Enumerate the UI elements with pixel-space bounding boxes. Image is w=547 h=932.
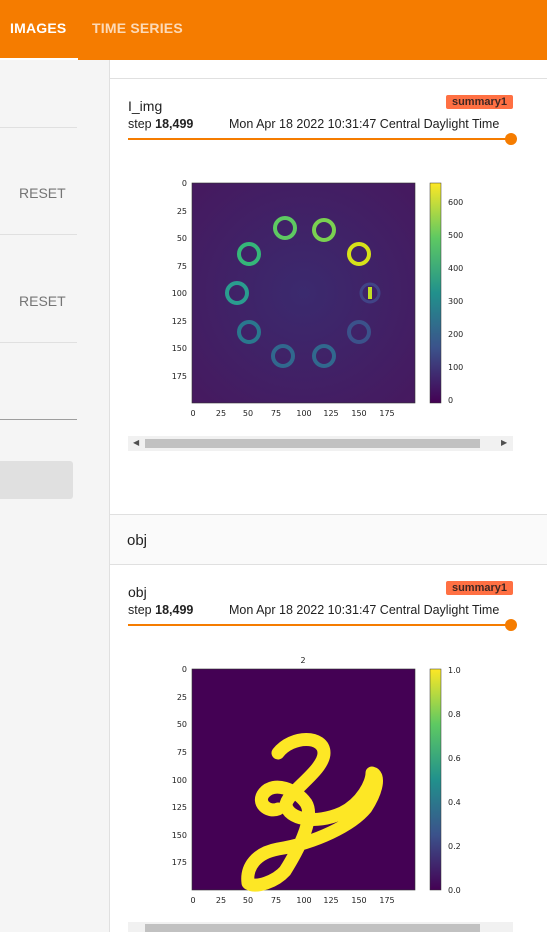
colorbar-tick-labels: 0.0 0.2 0.4 0.6 0.8 1.0 xyxy=(448,666,461,895)
y-tick: 150 xyxy=(172,831,187,840)
x-tick: 50 xyxy=(243,896,253,905)
step-info: step 18,499 xyxy=(128,117,193,131)
sidebar-selected-item[interactable] xyxy=(0,461,73,499)
colorbar-tick: 0.2 xyxy=(448,842,461,851)
step-label: step xyxy=(128,117,152,131)
y-tick: 175 xyxy=(172,372,187,381)
y-tick: 175 xyxy=(172,858,187,867)
reset-button-1[interactable]: RESET xyxy=(19,185,66,201)
y-tick: 0 xyxy=(182,665,187,674)
x-tick: 0 xyxy=(190,896,195,905)
step-slider[interactable] xyxy=(128,624,511,626)
section-title: obj xyxy=(127,532,148,549)
sidebar-divider xyxy=(0,127,77,128)
colorbar xyxy=(429,668,442,891)
scroll-right-icon[interactable]: ▶ xyxy=(501,438,508,447)
horizontal-scrollbar[interactable] xyxy=(128,922,513,932)
step-info: step 18,499 xyxy=(128,603,193,617)
y-tick: 25 xyxy=(177,693,187,702)
colorbar-tick: 100 xyxy=(448,363,463,372)
y-tick: 100 xyxy=(172,776,187,785)
x-tick: 25 xyxy=(216,409,226,418)
colorbar-tick: 400 xyxy=(448,264,463,273)
timestamp: Mon Apr 18 2022 10:31:47 Central Dayligh… xyxy=(229,603,500,617)
step-value: 18,499 xyxy=(155,117,194,131)
colorbar-tick: 0.4 xyxy=(448,798,461,807)
card-divider xyxy=(110,78,547,79)
run-badge: summary1 xyxy=(446,581,513,595)
x-tick: 175 xyxy=(379,896,394,905)
step-slider[interactable] xyxy=(128,138,511,140)
y-tick: 75 xyxy=(177,748,187,757)
scroll-thumb[interactable] xyxy=(145,439,480,448)
x-tick: 75 xyxy=(271,896,281,905)
card-title: I_img xyxy=(128,98,163,114)
x-tick: 100 xyxy=(296,896,311,905)
y-tick: 50 xyxy=(177,234,187,243)
colorbar-tick: 200 xyxy=(448,330,463,339)
run-badge: summary1 xyxy=(446,95,513,109)
image-plot-i-img: 0 25 50 75 100 125 150 175 0 25 50 75 10… xyxy=(172,179,464,418)
sidebar-filter-input[interactable] xyxy=(0,419,77,420)
reset-button-2[interactable]: RESET xyxy=(19,293,66,309)
y-tick: 125 xyxy=(172,317,187,326)
y-tick: 150 xyxy=(172,344,187,353)
horizontal-scrollbar[interactable]: ◀ ▶ xyxy=(128,436,513,451)
step-label: step xyxy=(128,603,152,617)
sidebar: RESET RESET xyxy=(0,60,110,932)
colorbar-tick-labels: 0 100 200 300 400 500 600 xyxy=(448,198,463,405)
scroll-left-icon[interactable]: ◀ xyxy=(133,438,140,447)
colorbar-tick: 0.8 xyxy=(448,710,461,719)
colorbar xyxy=(429,182,442,404)
y-tick: 0 xyxy=(182,179,187,188)
x-tick-labels: 0 25 50 75 100 125 150 175 xyxy=(190,896,394,905)
x-tick: 125 xyxy=(323,896,338,905)
x-tick: 150 xyxy=(351,409,366,418)
y-tick: 50 xyxy=(177,720,187,729)
step-slider-thumb[interactable] xyxy=(505,133,517,145)
colorbar-tick: 500 xyxy=(448,231,463,240)
y-tick: 125 xyxy=(172,803,187,812)
tab-images[interactable]: IMAGES xyxy=(10,20,67,36)
y-tick-labels: 0 25 50 75 100 125 150 175 xyxy=(172,179,187,381)
y-tick: 100 xyxy=(172,289,187,298)
x-tick: 50 xyxy=(243,409,253,418)
x-tick: 175 xyxy=(379,409,394,418)
colorbar-tick: 600 xyxy=(448,198,463,207)
plot-title: 2 xyxy=(300,656,305,665)
card-divider xyxy=(110,514,547,515)
sidebar-divider xyxy=(0,234,77,235)
x-tick: 75 xyxy=(271,409,281,418)
main-content: I_img summary1 step 18,499 Mon Apr 18 20… xyxy=(110,60,547,932)
image-plot-obj: 2 0 25 50 75 100 125 150 175 0 25 50 75 … xyxy=(172,656,461,905)
ring-pattern xyxy=(225,216,381,368)
tab-time-series[interactable]: TIME SERIES xyxy=(92,20,183,36)
x-tick-labels: 0 25 50 75 100 125 150 175 xyxy=(190,409,394,418)
colorbar-tick: 1.0 xyxy=(448,666,461,675)
y-tick: 25 xyxy=(177,207,187,216)
y-tick: 75 xyxy=(177,262,187,271)
x-tick: 125 xyxy=(323,409,338,418)
section-header[interactable]: obj xyxy=(110,515,547,565)
x-tick: 25 xyxy=(216,896,226,905)
y-tick-labels: 0 25 50 75 100 125 150 175 xyxy=(172,665,187,867)
scroll-thumb[interactable] xyxy=(145,924,480,932)
step-slider-thumb[interactable] xyxy=(505,619,517,631)
x-tick: 150 xyxy=(351,896,366,905)
step-value: 18,499 xyxy=(155,603,194,617)
active-tab-indicator xyxy=(0,58,78,61)
top-app-bar: IMAGES TIME SERIES xyxy=(0,0,547,61)
x-tick: 0 xyxy=(190,409,195,418)
colorbar-tick: 300 xyxy=(448,297,463,306)
colorbar-tick: 0.0 xyxy=(448,886,461,895)
colorbar-tick: 0 xyxy=(448,396,453,405)
colorbar-tick: 0.6 xyxy=(448,754,461,763)
sidebar-divider xyxy=(0,342,77,343)
x-tick: 100 xyxy=(296,409,311,418)
digit-shape xyxy=(241,733,383,892)
timestamp: Mon Apr 18 2022 10:31:47 Central Dayligh… xyxy=(229,117,500,131)
card-title: obj xyxy=(128,584,147,600)
